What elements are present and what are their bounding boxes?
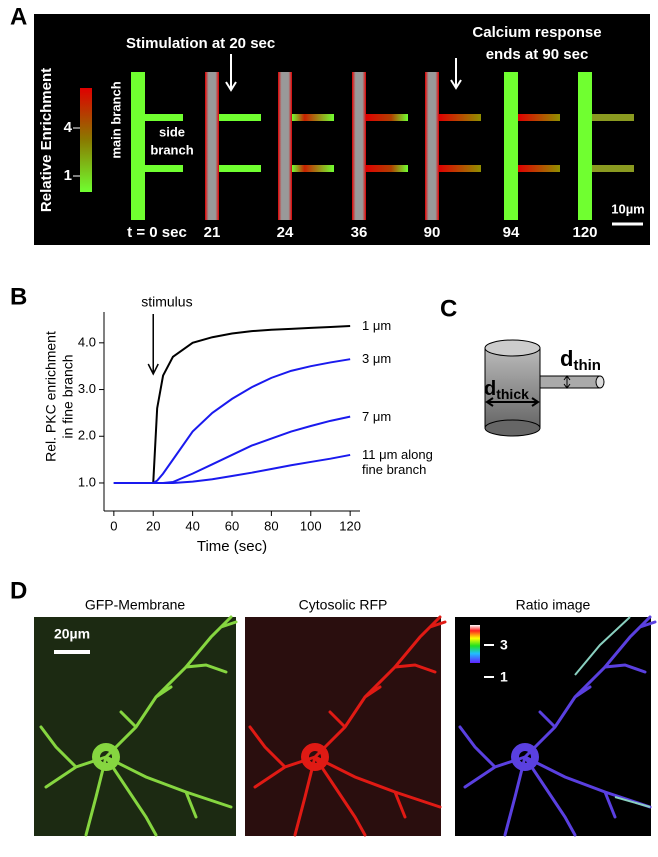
- series-label: 7 μm: [362, 408, 392, 424]
- panel-label: A: [10, 3, 27, 30]
- series-label: 3 μm: [362, 351, 392, 367]
- line-chart: 1.0 2.0 3.0 4.0 0 20 40 60 80 100 120 Time (sec) Rel…: [43, 294, 433, 555]
- arrow: [450, 58, 462, 90]
- image-title: Cytosolic RFP: [299, 597, 388, 613]
- branch-diagrams: [131, 72, 634, 220]
- time-label: t = 0 sec: [127, 224, 187, 241]
- response-label: ends at 90 sec: [486, 46, 589, 63]
- time-label: 120: [572, 224, 597, 241]
- annotation-arrow: [147, 314, 159, 376]
- annotation: stimulus: [141, 294, 192, 310]
- time-label: 36: [351, 224, 368, 241]
- time-label: 24: [277, 224, 294, 241]
- side-branch-label: branch: [150, 142, 193, 157]
- time-label: 90: [424, 224, 441, 241]
- panel-label: D: [10, 577, 27, 604]
- x-tick-label: 80: [264, 518, 278, 533]
- x-tick-label: 120: [339, 518, 361, 533]
- symbol: d: [560, 346, 573, 371]
- legend-entry: 3 μm: [362, 351, 392, 367]
- series-label: 1 μm: [362, 318, 392, 333]
- time-label: 94: [503, 224, 520, 241]
- cylinder-diagram: [484, 339, 605, 437]
- x-tick-label: 40: [185, 518, 199, 533]
- y-axis-title: Rel. PKC enrichment: [43, 331, 59, 462]
- y-tick-label: 4.0: [78, 334, 96, 349]
- ratio-tick: 1: [500, 669, 508, 685]
- series-line: [113, 325, 351, 484]
- gfp-image: [34, 617, 236, 836]
- y-axis-title: in fine branch: [60, 354, 76, 438]
- side-branch-label: side: [159, 124, 185, 139]
- color-scale-tick: 1: [64, 167, 72, 184]
- x-tick-label: 100: [300, 518, 322, 533]
- x-tick-label: 0: [110, 518, 117, 533]
- ratio-image: [455, 617, 655, 836]
- color-scale-title: Relative Enrichment: [38, 68, 55, 212]
- symbol: d: [484, 378, 496, 400]
- panel-label: C: [440, 295, 457, 322]
- legend-entry: 11 μm along fine branch: [362, 446, 433, 477]
- main-branch-label: main branch: [108, 81, 123, 158]
- series-line: [113, 453, 351, 484]
- scale-bar-label: 10µm: [611, 201, 645, 216]
- color-scale-tick: 4: [64, 119, 73, 136]
- image-title: Ratio image: [516, 597, 591, 613]
- x-tick-label: 20: [146, 518, 160, 533]
- scale-bar-label: 20µm: [54, 626, 90, 642]
- color-scale: [80, 88, 92, 192]
- subscript: thick: [496, 386, 529, 402]
- legend-entry: 1 μm: [362, 318, 392, 333]
- d-thick-label: dthick: [484, 378, 529, 401]
- series-line: [113, 358, 351, 484]
- x-tick-label: 60: [225, 518, 239, 533]
- series-label: 11 μm along fine branch: [362, 446, 433, 477]
- image-title: GFP-Membrane: [85, 597, 186, 613]
- y-tick-label: 3.0: [78, 381, 96, 396]
- y-tick-label: 1.0: [78, 474, 96, 489]
- x-axis-title: Time (sec): [197, 538, 267, 555]
- stimulation-label: Stimulation at 20 sec: [126, 35, 275, 52]
- series-line: [113, 415, 351, 484]
- legend-entry: 7 μm: [362, 408, 392, 424]
- d-thin-label: dthin: [560, 346, 601, 374]
- rfp-image: [245, 617, 445, 836]
- ratio-tick: 3: [500, 637, 508, 653]
- response-label: Calcium response: [472, 24, 601, 41]
- y-tick-label: 2.0: [78, 428, 96, 443]
- arrow: [225, 54, 237, 92]
- subscript: thin: [573, 357, 601, 374]
- panel-label: B: [10, 283, 27, 310]
- time-label: 21: [204, 224, 221, 241]
